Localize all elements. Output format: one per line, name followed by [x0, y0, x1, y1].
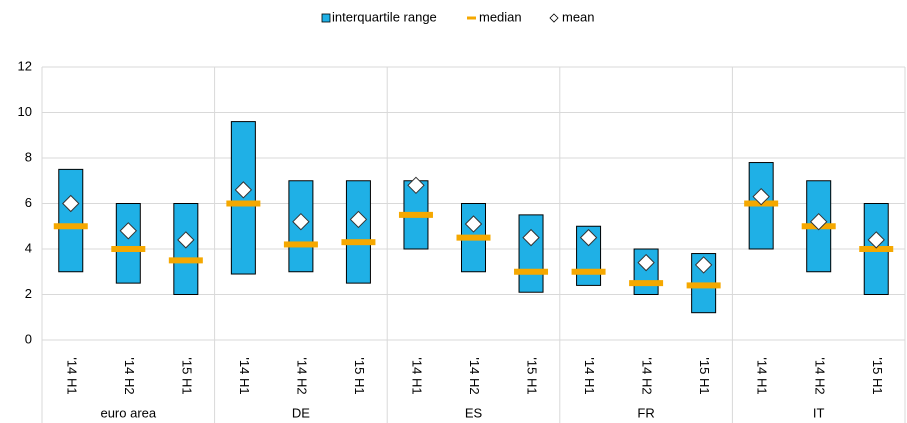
group-label: IT	[813, 405, 825, 420]
median-marker	[168, 257, 203, 264]
x-tick-label: '14 H1	[582, 357, 597, 394]
iqr-bar	[115, 203, 141, 284]
iqr-bar	[518, 214, 544, 293]
mean-marker	[407, 176, 425, 195]
mean-marker	[522, 228, 540, 247]
group-label: DE	[292, 405, 310, 420]
mean-marker	[579, 228, 598, 247]
median-marker	[859, 246, 894, 252]
x-tick-label: '14 H2	[122, 357, 137, 394]
iqr-bar	[173, 203, 199, 295]
median-marker	[686, 282, 721, 289]
x-tick-label: '14 H2	[467, 357, 482, 394]
median-marker	[111, 246, 146, 252]
legend-swatch	[549, 13, 559, 23]
mean-marker	[292, 212, 310, 231]
iqr-bar	[633, 248, 659, 295]
mean-marker	[464, 215, 483, 233]
median-marker	[341, 239, 376, 246]
group-label: euro area	[100, 405, 156, 420]
legend-swatch	[467, 16, 476, 20]
median-marker	[283, 241, 318, 248]
mean-marker	[119, 222, 138, 240]
y-tick-label: 6	[25, 195, 32, 210]
median-marker	[456, 234, 491, 241]
x-tick-label: '14 H1	[64, 357, 79, 394]
iqr-bar	[58, 168, 84, 273]
mean-marker	[637, 253, 655, 272]
x-tick-label: '14 H2	[640, 357, 655, 394]
mean-marker	[867, 231, 885, 249]
mean-marker	[694, 256, 713, 274]
mean-marker	[234, 181, 253, 199]
y-tick-label: 8	[25, 149, 32, 164]
y-tick-label: 2	[25, 286, 32, 301]
mean-marker	[752, 187, 770, 206]
x-tick-label: '14 H2	[294, 357, 309, 394]
median-marker	[398, 211, 433, 218]
mean-marker	[177, 231, 195, 249]
legend-label: interquartile range	[332, 9, 437, 24]
mean-marker	[62, 194, 80, 213]
x-tick-label: '15 H1	[525, 357, 540, 394]
x-tick-label: '15 H1	[352, 357, 367, 394]
median-marker	[571, 268, 606, 275]
y-tick-label: 4	[25, 240, 32, 255]
median-marker	[629, 280, 664, 287]
x-tick-label: '15 H1	[179, 357, 194, 394]
y-tick-label: 0	[25, 331, 32, 346]
mean-marker	[349, 210, 368, 229]
y-tick-label: 12	[18, 58, 32, 73]
x-tick-label: '14 H2	[812, 357, 827, 394]
y-tick-label: 10	[18, 104, 32, 119]
mean-marker	[809, 212, 828, 231]
legend-swatch	[321, 13, 331, 23]
iqr-bar	[345, 180, 371, 284]
group-label: FR	[637, 405, 654, 420]
median-marker	[53, 223, 88, 230]
x-tick-label: '14 H1	[755, 357, 770, 394]
legend-label: median	[479, 9, 522, 24]
x-tick-label: '15 H1	[870, 357, 885, 394]
x-tick-label: '14 H1	[237, 357, 252, 394]
median-marker	[226, 200, 261, 207]
legend-label: mean	[562, 9, 595, 24]
x-tick-label: '14 H1	[410, 357, 425, 394]
x-tick-label: '15 H1	[697, 357, 712, 394]
group-label: ES	[465, 405, 483, 420]
median-marker	[514, 268, 549, 275]
